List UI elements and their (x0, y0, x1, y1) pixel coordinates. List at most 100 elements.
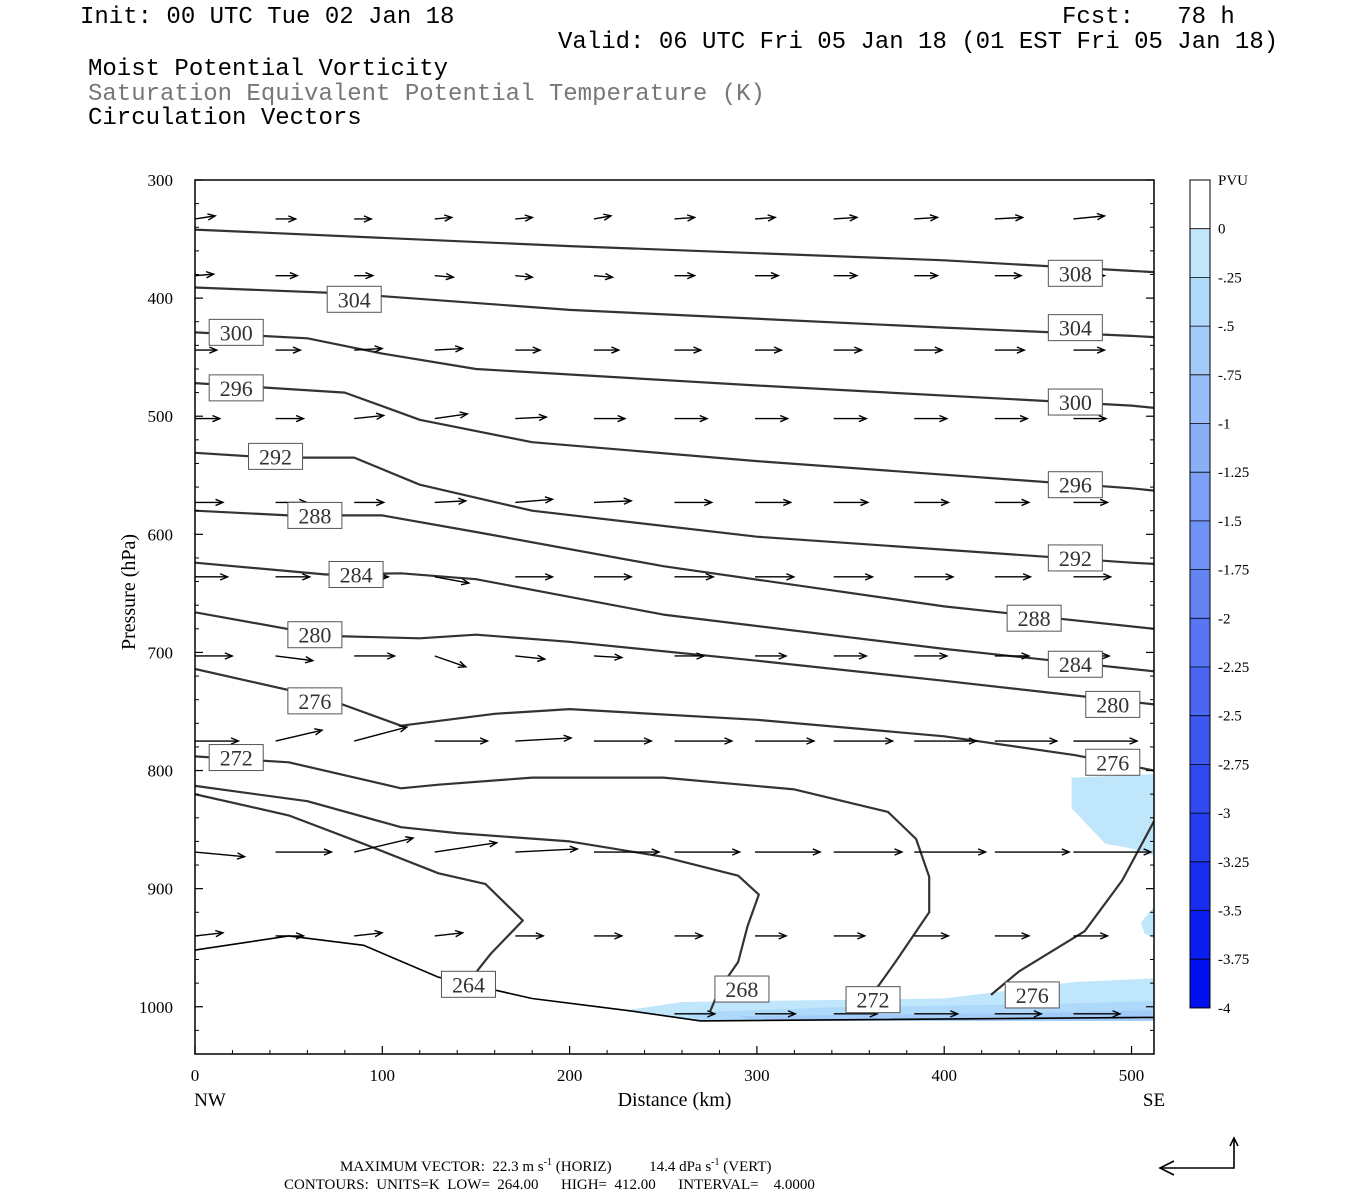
vector-head (1099, 498, 1110, 507)
vector-head (532, 346, 542, 354)
vector-head (611, 346, 621, 354)
contour-label-box (1047, 314, 1103, 342)
contour-264 (195, 793, 524, 978)
contour-label-box (714, 975, 770, 1003)
vector-head (929, 271, 940, 280)
vector-head (363, 215, 374, 223)
vector-head (968, 737, 979, 745)
vector-head (1098, 414, 1108, 423)
vector-head (623, 573, 633, 581)
vector-head (770, 271, 781, 280)
vector-head (939, 414, 949, 423)
contour-308 (195, 228, 1154, 274)
vector-head (209, 346, 219, 354)
max-vector-line: MAXIMUM VECTOR: 22.3 m s-1 (HORIZ) 14.4 … (340, 1157, 772, 1175)
max-vector-vert-unit: (VERT) (723, 1159, 772, 1175)
vector-shaft (434, 216, 452, 220)
colorbar-label: 0 (1218, 222, 1226, 238)
contour-label: 268 (725, 977, 758, 1002)
contour-label: 300 (220, 320, 253, 345)
contour-label-box (1006, 604, 1062, 632)
x-tick-label: 200 (557, 1066, 583, 1085)
colorbar-swatch (1190, 813, 1210, 862)
vector-shaft (593, 655, 622, 659)
max-vector-label: MAXIMUM VECTOR: (340, 1159, 485, 1175)
y-tick-label: 500 (148, 407, 174, 426)
vector-head (705, 573, 716, 581)
y-tick-label: 900 (148, 880, 174, 899)
reference-vector (1160, 1138, 1235, 1169)
vector-head (374, 345, 384, 353)
contour-276 (195, 667, 1154, 772)
colorbar-label: -2.5 (1218, 709, 1242, 725)
contour-label-box (440, 970, 496, 998)
contour-label-box (1047, 544, 1103, 572)
vector-head (623, 497, 633, 505)
mpv-region (1071, 774, 1154, 856)
contour-label: 292 (1059, 546, 1092, 571)
vector-head (479, 737, 490, 745)
vector-head (374, 929, 384, 938)
contour-label-box (1047, 388, 1103, 416)
vector-head (603, 213, 613, 221)
colorbar-label: -3.25 (1218, 855, 1249, 871)
contour-label: 284 (340, 562, 373, 587)
vector-head (443, 214, 454, 222)
vector-head (398, 725, 409, 733)
vector-head (1014, 214, 1025, 222)
contour-label: 264 (452, 972, 485, 997)
contour-284 (195, 561, 1154, 673)
vector-shaft (434, 655, 466, 668)
vector-head (767, 214, 777, 222)
vector-head (386, 652, 397, 660)
contour-label: 308 (1059, 261, 1092, 286)
vector-head (454, 929, 465, 938)
colorbar-swatch (1190, 180, 1210, 229)
max-vector-vert: 14.4 dPa s (649, 1159, 712, 1175)
vector-shaft (515, 848, 578, 853)
contour-label-box (1004, 981, 1060, 1009)
y-tick-label: 300 (148, 171, 174, 190)
vector-shaft (515, 737, 572, 742)
vector-shaft (515, 416, 547, 420)
vector-head (773, 346, 784, 354)
vector-shaft (195, 273, 214, 277)
vector-head (207, 213, 217, 221)
vector-head (614, 653, 624, 661)
contour-label: 296 (1059, 473, 1092, 498)
max-vector-horiz: 22.3 m s (492, 1159, 544, 1175)
colorbar-label: -1 (1218, 417, 1231, 433)
colorbar-swatch (1190, 228, 1210, 278)
vector-head (1061, 848, 1071, 856)
contour-label: 272 (220, 746, 253, 771)
vector-shaft (434, 413, 468, 420)
vector-shaft (434, 576, 469, 584)
y-tick-label: 700 (148, 643, 174, 662)
contour-label: 288 (1018, 606, 1051, 631)
vector-shaft (593, 274, 613, 278)
vector-shaft (434, 842, 497, 853)
vector-head (707, 1010, 717, 1018)
vector-head (849, 271, 859, 280)
vector-head (295, 932, 306, 940)
vector-head (205, 270, 216, 279)
vector-head (940, 932, 951, 940)
x-tick-label: 500 (1119, 1066, 1145, 1085)
vector-head (731, 848, 742, 856)
vector-head (1021, 498, 1031, 507)
vector-head (1096, 346, 1107, 354)
contours-info: CONTOURS: UNITS=K LOW= 264.00 HIGH= 412.… (284, 1177, 815, 1193)
vector-shaft (515, 216, 533, 220)
contour-label-box (1085, 748, 1141, 776)
contour-label: 276 (298, 689, 331, 714)
vector-head (1112, 1010, 1122, 1018)
plot-frame (194, 179, 1155, 1055)
vector-head (894, 848, 904, 856)
y-tick-label: 400 (148, 289, 174, 308)
contour-276 (990, 820, 1154, 996)
contour-label-box (328, 560, 384, 588)
vector-head (724, 737, 734, 745)
vector-head (454, 345, 465, 353)
vector-head (704, 498, 714, 507)
vector-head (787, 1010, 798, 1018)
